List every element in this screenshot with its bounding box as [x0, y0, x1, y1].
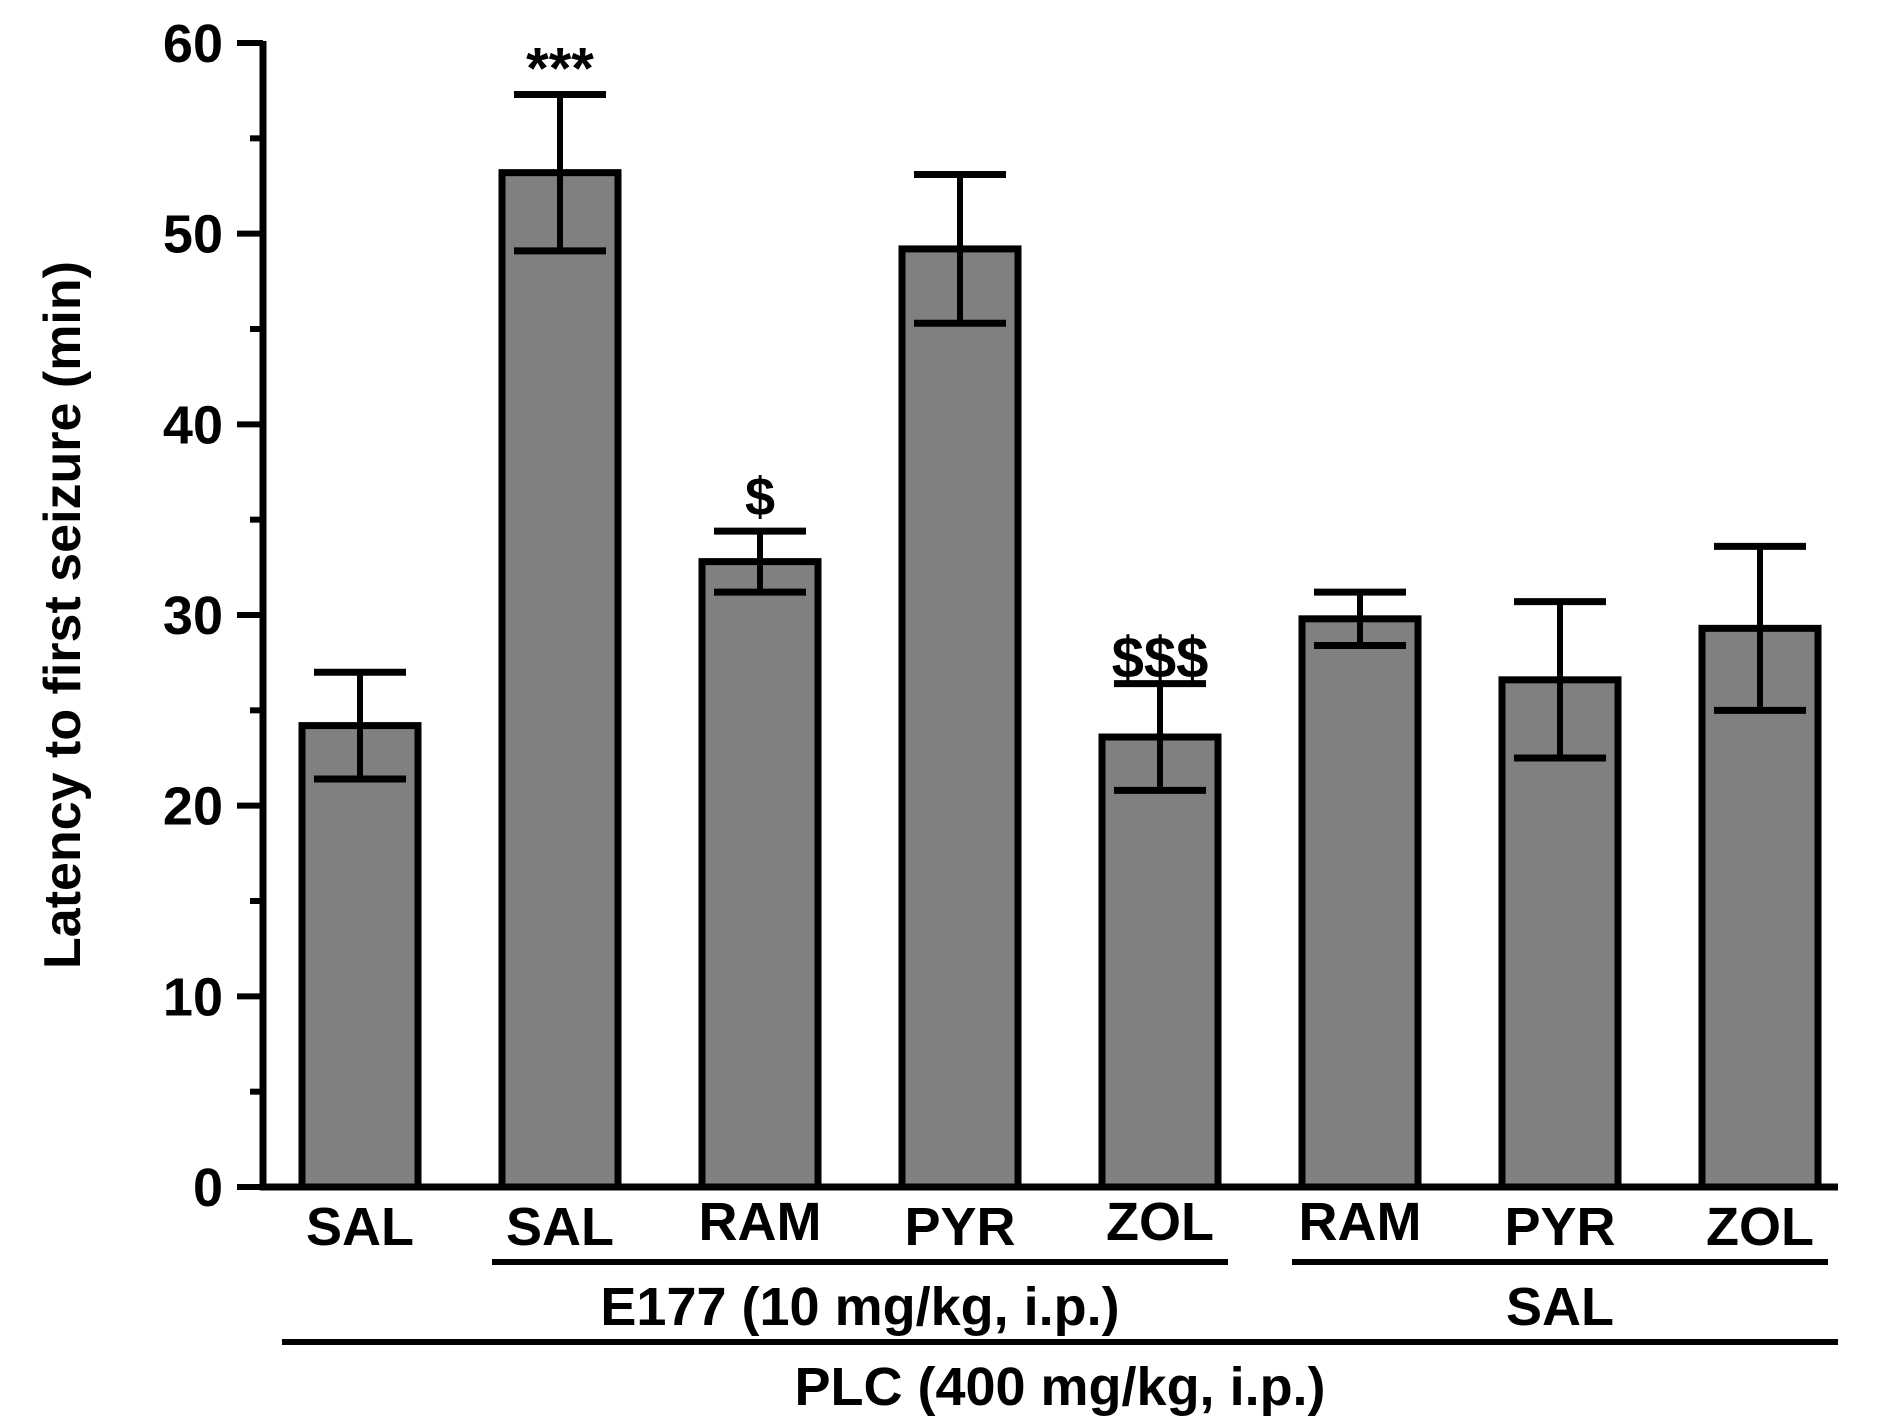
- x-tick-label: SAL: [506, 1197, 614, 1257]
- labels-layer: SAL SAL RAM PYR ZOL RAM PYR ZOL***$$$$E177 (10 …: [282, 36, 1838, 1417]
- group-label: SAL: [1506, 1277, 1614, 1337]
- bar-1: [298, 722, 422, 1191]
- group-label: PLC (400 mg/kg, i.p.): [794, 1357, 1325, 1417]
- bar-5: [1098, 733, 1222, 1191]
- group-label: E177 (10 mg/kg, i.p.): [600, 1277, 1119, 1337]
- x-tick-label: RAM: [1299, 1192, 1422, 1252]
- error-bars-layer: [314, 90, 1806, 794]
- group-bracket: PLC (400 mg/kg, i.p.): [282, 1339, 1838, 1417]
- error-bar-1: [314, 668, 406, 783]
- significance-label: $$$: [1112, 626, 1209, 691]
- y-tick-label: 50: [163, 205, 223, 265]
- y-tick-label: 60: [163, 14, 223, 74]
- bars-layer: [298, 169, 1822, 1191]
- y-tick-label: 30: [163, 586, 223, 646]
- x-tick-label: PYR: [1504, 1197, 1615, 1257]
- bar-6: [1298, 615, 1422, 1191]
- bar-3: [698, 558, 822, 1191]
- y-tick-label: 0: [193, 1158, 223, 1218]
- error-bar-8: [1714, 542, 1806, 714]
- y-tick-label: 40: [163, 395, 223, 455]
- error-bar-3: [714, 527, 806, 596]
- group-bracket: SAL: [1292, 1259, 1828, 1337]
- x-tick-label: RAM: [699, 1192, 822, 1252]
- x-tick-label: PYR: [904, 1197, 1015, 1257]
- y-tick-label: 20: [163, 777, 223, 837]
- axes-layer: 0 10 20 30 40 50 60: [163, 14, 1838, 1218]
- bar-2: [498, 169, 622, 1191]
- significance-label: $: [745, 467, 775, 527]
- error-bar-2: [514, 90, 606, 255]
- error-bar-4: [914, 171, 1006, 327]
- bar-4: [898, 245, 1022, 1191]
- group-bracket: E177 (10 mg/kg, i.p.): [492, 1259, 1228, 1337]
- x-tick-label: SAL: [306, 1197, 414, 1257]
- error-bar-7: [1514, 598, 1606, 762]
- error-bar-5: [1114, 680, 1206, 794]
- x-tick-label: ZOL: [1706, 1197, 1814, 1257]
- y-tick-label: 10: [163, 967, 223, 1027]
- y-axis-label: Latency to first seizure (min): [34, 261, 92, 969]
- significance-label: ***: [526, 36, 594, 101]
- error-bar-6: [1314, 588, 1406, 650]
- bar-7: [1498, 676, 1622, 1191]
- x-tick-label: ZOL: [1106, 1192, 1214, 1252]
